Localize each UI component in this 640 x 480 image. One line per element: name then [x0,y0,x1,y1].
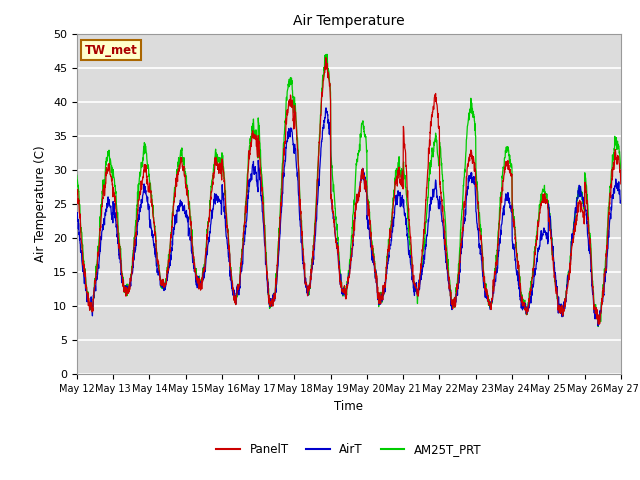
PanelT [617,181,625,187]
Title: Air Temperature: Air Temperature [293,14,404,28]
Line: PanelT: PanelT [77,58,621,324]
AirT [584,235,592,241]
Text: TW_met: TW_met [85,44,138,57]
Line: AirT: AirT [77,108,621,326]
Y-axis label: Air Temperature (C): Air Temperature (C) [35,146,47,262]
Line: AM25T_PRT: AM25T_PRT [77,54,621,326]
AM25T_PRT [225,234,232,240]
PanelT [507,173,515,179]
PanelT [225,237,232,243]
AirT [595,323,602,329]
AM25T_PRT [507,163,515,168]
AirT [507,207,515,213]
AirT [365,223,372,228]
PanelT [322,55,330,60]
PanelT [73,192,81,197]
PanelT [584,215,592,220]
AirT [322,105,330,111]
PanelT [365,202,372,208]
AM25T_PRT [617,166,625,172]
AM25T_PRT [584,209,592,215]
X-axis label: Time: Time [334,400,364,413]
AM25T_PRT [569,233,577,239]
PanelT [569,236,577,242]
AM25T_PRT [595,324,602,329]
AirT [225,254,232,260]
AirT [376,301,384,307]
Legend: PanelT, AirT, AM25T_PRT: PanelT, AirT, AM25T_PRT [212,438,486,461]
AM25T_PRT [365,200,372,206]
AirT [617,198,625,204]
AM25T_PRT [73,172,81,178]
AirT [73,215,81,221]
AirT [569,231,577,237]
PanelT [376,299,384,305]
AM25T_PRT [376,297,384,303]
PanelT [595,321,603,327]
AM25T_PRT [323,51,331,57]
